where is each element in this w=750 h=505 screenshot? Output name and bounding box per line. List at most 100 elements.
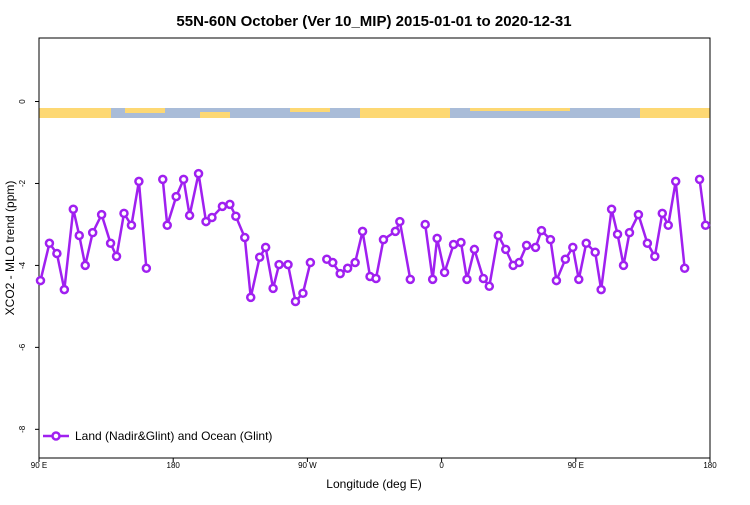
data-point [650, 251, 660, 262]
data-point [171, 191, 181, 202]
data-point [342, 263, 353, 274]
data-point [254, 252, 265, 262]
plot-frame [38, 37, 711, 459]
data-point [327, 257, 338, 268]
y-tick-label: 0 [18, 99, 27, 104]
legend-marker [51, 431, 61, 441]
data-point [462, 274, 472, 285]
data-point [184, 210, 195, 221]
data-point [141, 263, 152, 274]
data-point [530, 242, 541, 253]
data-point [432, 233, 442, 244]
data-point [178, 174, 189, 185]
data-point [231, 211, 241, 221]
data-point [158, 174, 168, 185]
data-point [469, 244, 480, 255]
data-point [612, 229, 623, 240]
data-point [68, 204, 79, 215]
data-point [44, 238, 55, 249]
data-point [225, 199, 235, 210]
map-strip [39, 108, 710, 118]
data-point [217, 201, 228, 212]
data-point [371, 273, 381, 284]
data-point [105, 238, 116, 249]
data-point [268, 283, 278, 294]
data-point [700, 220, 711, 231]
x-tick-label: 90 E [31, 461, 47, 470]
data-point [624, 227, 635, 238]
data-point [439, 267, 450, 278]
series-line [39, 173, 707, 305]
data-point [670, 176, 681, 187]
data-point [390, 226, 401, 237]
data-point [111, 251, 122, 262]
x-tick-label: 180 [167, 461, 181, 470]
data-point [74, 230, 85, 241]
data-point [405, 274, 416, 285]
data-point [305, 257, 316, 268]
data-point [618, 260, 629, 271]
data-point [663, 220, 673, 231]
data-point [657, 208, 668, 219]
data-point [162, 220, 172, 231]
x-tick-label: 0 [439, 461, 444, 470]
y-tick-label: -4 [18, 261, 27, 269]
x-tick-label: 90 W [298, 461, 317, 470]
data-point [521, 240, 532, 251]
data-point [260, 242, 271, 253]
data-point [694, 174, 705, 185]
data-point [633, 209, 644, 220]
chart-title: 55N-60N October (Ver 10_MIP) 2015-01-01 … [176, 13, 571, 30]
data-point [201, 216, 211, 227]
data-point [80, 260, 90, 271]
data-point [420, 219, 430, 230]
data-point [590, 247, 600, 258]
data-point [298, 288, 308, 299]
data-point [290, 296, 301, 307]
data-point [193, 168, 204, 179]
data-point [395, 216, 405, 227]
data-point [87, 227, 98, 238]
data-point [134, 176, 144, 187]
data-point [350, 257, 360, 268]
data-point [96, 209, 107, 220]
y-tick-label: -2 [18, 179, 27, 187]
data-point [493, 230, 504, 241]
data-point [514, 257, 524, 268]
data-point [335, 268, 345, 279]
data-point [551, 275, 562, 286]
data-point [427, 274, 438, 285]
data-point [240, 232, 250, 243]
y-tick-label: -6 [18, 343, 27, 351]
x-tick-label: 180 [703, 461, 717, 470]
data-point [581, 238, 591, 249]
data-point [456, 237, 466, 248]
data-point [448, 239, 459, 250]
data-point [119, 208, 129, 219]
data-point [357, 226, 368, 237]
data-point [59, 284, 70, 295]
data-point [606, 204, 617, 215]
x-tick-label: 90 E [568, 461, 584, 470]
legend-label: Land (Nadir&Glint) and Ocean (Glint) [75, 429, 272, 443]
data-point [126, 220, 137, 231]
data-point [245, 292, 256, 303]
data-point [274, 259, 284, 270]
data-point [596, 284, 606, 295]
data-point [35, 275, 46, 286]
data-point [207, 212, 217, 223]
data-point [560, 254, 571, 265]
data-point [536, 225, 547, 236]
y-tick-label: -8 [18, 425, 27, 433]
data-point [642, 238, 653, 249]
data-point [500, 244, 511, 255]
data-point [52, 248, 62, 259]
data-point [378, 234, 389, 245]
data-point [283, 259, 293, 270]
data-point [484, 281, 495, 292]
data-point [478, 273, 489, 284]
data-point [568, 242, 578, 253]
x-axis-title: Longitude (deg E) [326, 477, 421, 491]
data-point [574, 274, 584, 285]
